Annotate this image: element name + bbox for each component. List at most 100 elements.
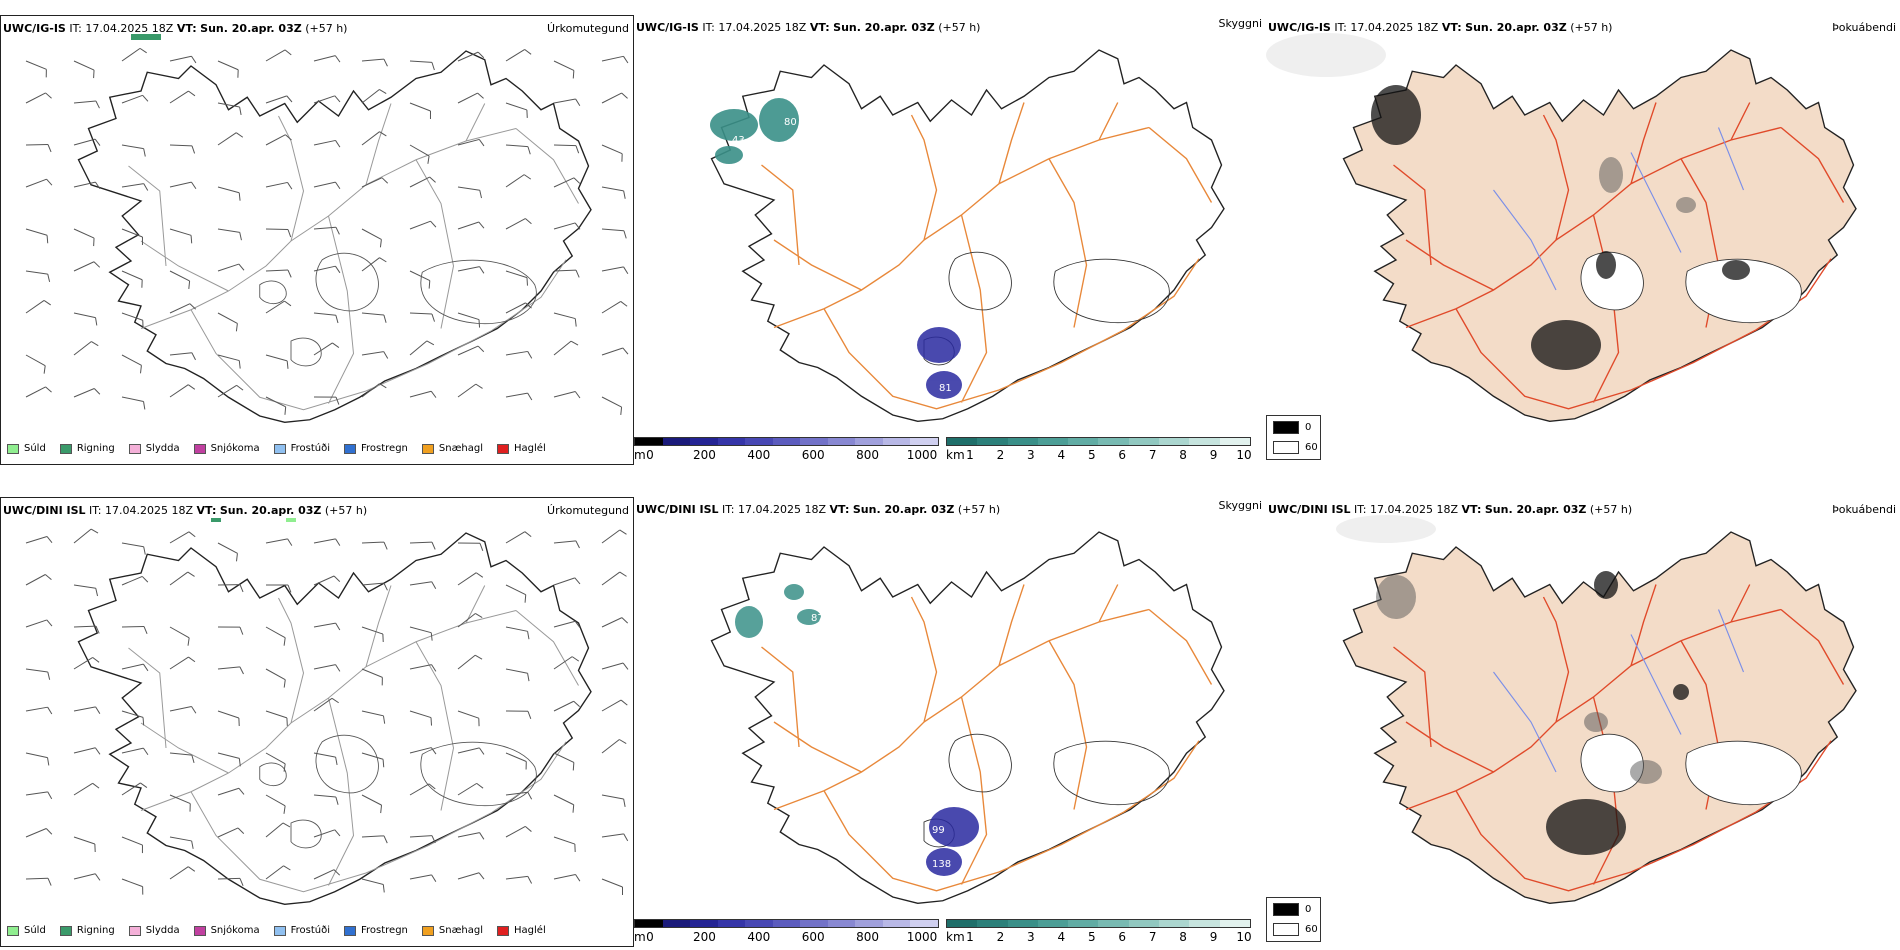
vis-colorbar-strip — [946, 437, 1251, 446]
legend-item-frostudi: Frostúði — [273, 925, 330, 936]
wind-barb — [601, 617, 623, 628]
wind-barb-flag — [335, 181, 341, 190]
wind-barb-flag — [623, 56, 629, 64]
wind-barb — [505, 626, 528, 632]
wind-barb — [553, 620, 576, 628]
colorbar-tick: 4 — [1057, 448, 1066, 462]
wind-barb — [553, 836, 576, 845]
wind-barb-flag — [575, 269, 580, 278]
vt-label: VT: — [1441, 21, 1462, 34]
visibility-map: 80 43 81 — [710, 49, 1225, 422]
legend-label: Snæhagl — [438, 925, 484, 936]
legend-swatch — [128, 925, 141, 936]
wind-barb-flag — [283, 763, 286, 772]
wind-barb — [601, 144, 623, 155]
vt-label: VT: — [829, 503, 850, 516]
legend-label: Frostregn — [361, 443, 408, 454]
wind-barb — [169, 352, 192, 356]
fog-legend-swatch — [1273, 421, 1299, 434]
legend-swatch — [193, 443, 206, 454]
wind-barb — [361, 312, 384, 316]
colorbar-cell — [690, 920, 718, 927]
wind-barb — [505, 875, 528, 880]
wind-barb-flag — [287, 229, 292, 238]
panel-title: UWC/DINI ISL IT: 17.04.2025 18Z VT: Sun.… — [636, 503, 1000, 516]
wind-barb — [601, 55, 624, 62]
wind-barb-flag — [47, 757, 50, 766]
wind-barb — [169, 706, 192, 712]
wind-barb-flag — [623, 230, 627, 239]
it-label: IT: — [722, 503, 735, 516]
wind-barb — [169, 531, 190, 544]
legend-label: Súld — [24, 925, 46, 936]
wind-barb — [409, 874, 432, 880]
precip-map — [25, 34, 629, 423]
wind-barb-flag — [191, 755, 195, 763]
wind-barb — [25, 386, 46, 398]
wind-barb — [361, 668, 383, 678]
wind-barb-flag — [143, 626, 148, 635]
wind-barb — [313, 697, 333, 712]
wind-barb — [457, 747, 480, 754]
it-value: 17.04.2025 18Z — [1370, 503, 1459, 516]
wind-barb — [361, 878, 384, 885]
wind-barb-flag — [45, 828, 53, 835]
wind-barb-flag — [45, 92, 52, 99]
colorbar-tick: 800 — [856, 448, 880, 462]
panel-title: UWC/DINI ISL IT: 17.04.2025 18Z VT: Sun.… — [1268, 503, 1632, 516]
ceiling-value-label: 81 — [939, 383, 952, 394]
wind-barb — [361, 541, 385, 544]
legend-swatch — [7, 925, 19, 936]
wind-barb-flag — [238, 758, 241, 767]
wind-barb-flag — [94, 138, 101, 146]
wind-barb-flag — [428, 783, 436, 790]
colorbar-cell — [947, 920, 978, 927]
wind-barb — [409, 747, 432, 754]
legend-swatch — [421, 443, 434, 454]
panel-name-visibility: Skyggni — [1218, 17, 1262, 30]
wind-barb — [505, 49, 526, 62]
wind-barb-flag — [191, 352, 196, 361]
model-name: UWC/IG-IS — [1268, 21, 1331, 34]
it-value: 17.04.2025 18Z — [1350, 21, 1439, 34]
wind-barb-flag — [191, 145, 196, 154]
wind-barb — [73, 388, 95, 398]
wind-barb — [409, 312, 432, 315]
wind-barb — [313, 752, 336, 758]
wind-barb-flag — [575, 98, 581, 107]
legend-swatch — [421, 925, 434, 936]
wind-barb-flag — [191, 55, 197, 64]
wind-barb — [553, 752, 575, 763]
wind-barb-flag — [191, 840, 194, 849]
it-value: 17.04.2025 18Z — [105, 504, 194, 517]
model-name: UWC/IG-IS — [636, 21, 699, 34]
fog-legend: 0 60 — [1266, 897, 1321, 942]
wind-barb-flag — [239, 666, 244, 675]
legend-label: Frostúði — [290, 443, 330, 454]
it-value: 17.04.2025 18Z — [718, 21, 807, 34]
vis-colorbar-strip — [946, 919, 1251, 928]
colorbar-tick: 400 — [747, 448, 771, 462]
wind-barb — [601, 396, 622, 408]
wind-barb-flag — [95, 625, 100, 634]
fog-map — [1336, 515, 1857, 904]
ceiling-value-label: 138 — [932, 859, 951, 870]
wind-barb — [313, 664, 336, 670]
wind-barb — [73, 138, 96, 146]
wind-barb-flag — [381, 177, 389, 184]
wind-barb-flag — [335, 757, 338, 766]
wind-barb — [361, 351, 384, 356]
wind-barb-flag — [379, 239, 382, 248]
wind-barb — [265, 181, 288, 188]
wind-barb — [313, 538, 336, 544]
colorbar-tick: 7 — [1148, 930, 1157, 944]
wind-barb-flag — [47, 706, 53, 715]
wind-barb — [553, 312, 576, 320]
wind-barb-flag — [478, 221, 485, 229]
fog-legend-label: 0 — [1305, 904, 1312, 915]
wind-barb — [409, 626, 432, 634]
legend-swatch — [59, 443, 72, 454]
wind-barb — [313, 575, 335, 586]
wind-barb-flag — [431, 664, 437, 672]
wind-barb — [409, 390, 432, 398]
